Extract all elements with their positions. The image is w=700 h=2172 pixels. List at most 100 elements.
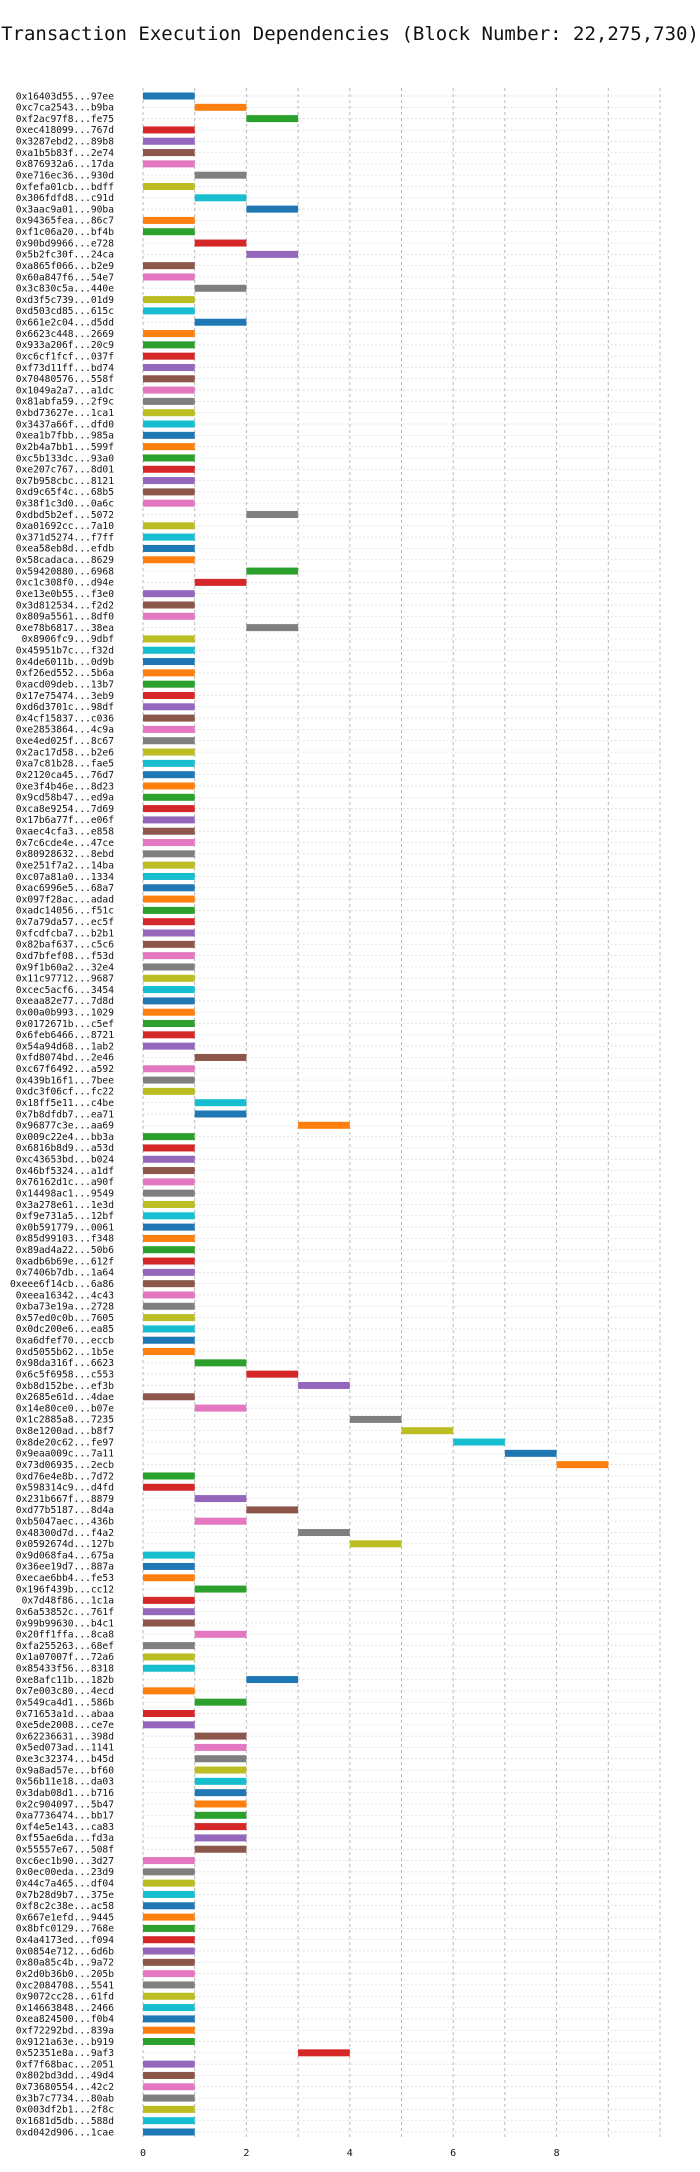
- transaction-label: 0x60a847f6...54e7: [16, 272, 114, 283]
- transaction-label: 0x196f439b...cc12: [16, 1584, 114, 1595]
- execution-bar: [143, 1178, 195, 1186]
- execution-bar: [298, 1121, 350, 1129]
- execution-bar: [143, 646, 195, 654]
- execution-bar: [143, 918, 195, 926]
- transaction-label: 0xdbd5b2ef...5072: [16, 510, 114, 521]
- execution-bar: [143, 1246, 195, 1254]
- transaction-label: 0x598314c9...d4fd: [16, 1483, 114, 1494]
- x-tick-label: 0: [140, 2148, 146, 2159]
- transaction-label: 0x1c2885a8...7235: [16, 1415, 114, 1426]
- transaction-label: 0x371d5274...f7ff: [16, 532, 114, 543]
- execution-bar: [143, 522, 195, 530]
- transaction-label: 0xc7ca2543...b9ba: [16, 103, 114, 114]
- execution-bar: [298, 2049, 350, 2057]
- execution-bar: [143, 1913, 195, 1921]
- execution-bar: [246, 115, 299, 123]
- execution-bar: [143, 1472, 195, 1480]
- transaction-label: 0x85d99103...f348: [16, 1234, 114, 1245]
- transaction-label: 0xe2853864...4c9a: [16, 725, 114, 736]
- transaction-label: 0x097f28ac...adad: [16, 894, 114, 905]
- execution-bar: [143, 793, 195, 801]
- execution-bar: [143, 782, 195, 790]
- transaction-label: 0xf72292bd...839a: [16, 2026, 114, 2037]
- transaction-label: 0xeea16342...4c43: [16, 1290, 114, 1301]
- transaction-label: 0xc43653bd...b024: [16, 1155, 114, 1166]
- execution-bar: [246, 1676, 299, 1684]
- execution-bar: [143, 1280, 195, 1288]
- transaction-label: 0x71653a1d...abaa: [16, 1709, 114, 1720]
- transaction-label: 0x56b11e18...da03: [16, 1777, 114, 1788]
- transaction-label: 0xf55ae6da...fd3a: [16, 1833, 114, 1844]
- execution-bar: [143, 1958, 195, 1966]
- execution-bar: [143, 544, 195, 552]
- transaction-label: 0x0172671b...c5ef: [16, 1019, 114, 1030]
- transaction-label: 0x439b16f1...7bee: [16, 1075, 114, 1086]
- execution-bar: [143, 273, 195, 281]
- execution-bar: [143, 1212, 195, 1220]
- execution-bar: [194, 1495, 247, 1503]
- execution-bar: [143, 1020, 195, 1028]
- transaction-label: 0x9f1b60a2...32e4: [16, 962, 114, 973]
- transaction-label: 0x45951b7c...f32d: [16, 646, 114, 657]
- transaction-label: 0x89ad4a22...50b6: [16, 1245, 114, 1256]
- transaction-label: 0xfd8074bd...2e46: [16, 1053, 114, 1064]
- execution-bar: [143, 1619, 195, 1627]
- transaction-label: 0x1049a2a7...a1dc: [16, 385, 114, 396]
- execution-bar: [143, 556, 195, 564]
- execution-bar: [143, 1924, 195, 1932]
- transaction-label: 0x85433f56...8318: [16, 1664, 114, 1675]
- transaction-label: 0x16403d55...97ee: [16, 91, 114, 102]
- execution-bar: [143, 963, 195, 971]
- execution-bar: [194, 1845, 247, 1853]
- execution-bar: [143, 590, 195, 598]
- transaction-label: 0x6a53852c...761f: [16, 1607, 114, 1618]
- execution-bar: [143, 1596, 195, 1604]
- transaction-label: 0xc6cf1fcf...037f: [16, 351, 114, 362]
- transaction-label: 0xecae6bb4...fe53: [16, 1573, 114, 1584]
- transaction-label: 0xc6ec1b90...3d27: [16, 1856, 114, 1867]
- execution-bar: [143, 1065, 195, 1073]
- execution-bar: [143, 759, 195, 767]
- execution-bar: [143, 1890, 195, 1898]
- execution-bar: [143, 1664, 195, 1672]
- transaction-label: 0xac6996e5...68a7: [16, 883, 114, 894]
- transaction-label: 0x2d0b36b0...205b: [16, 1969, 114, 1980]
- execution-bar: [143, 974, 195, 982]
- transaction-label: 0x802bd3dd...49d4: [16, 2071, 114, 2082]
- execution-bar: [143, 1970, 195, 1978]
- transaction-label: 0x44c7a465...df04: [16, 1878, 114, 1889]
- transaction-label: 0x667e1efd...9445: [16, 1912, 114, 1923]
- transaction-label: 0x0ec00eda...23d9: [16, 1867, 114, 1878]
- execution-bar: [143, 1868, 195, 1876]
- execution-bar: [143, 1042, 195, 1050]
- transaction-label: 0xc67f6492...a592: [16, 1064, 114, 1075]
- execution-bar: [143, 533, 195, 541]
- transaction-label: 0x0dc200e6...ea85: [16, 1324, 114, 1335]
- execution-bar: [143, 296, 195, 304]
- execution-bar: [143, 2038, 195, 2046]
- execution-bar: [143, 2015, 195, 2023]
- execution-bar: [143, 1642, 195, 1650]
- execution-bar: [349, 1540, 402, 1548]
- x-tick-label: 6: [450, 2148, 456, 2159]
- transaction-label: 0x3b7c7734...80ab: [16, 2093, 114, 2104]
- transaction-label: 0xc5b133dc...93a0: [16, 453, 114, 464]
- transaction-label: 0x18ff5e11...c4be: [16, 1098, 114, 1109]
- execution-bar: [298, 1529, 350, 1537]
- execution-bar: [143, 612, 195, 620]
- transaction-label: 0x009c22e4...bb3a: [16, 1132, 114, 1143]
- transaction-label: 0x809a5561...8df0: [16, 612, 114, 623]
- execution-bar: [143, 1336, 195, 1344]
- execution-bar: [143, 341, 195, 349]
- transaction-label: 0xeaa82e77...7d8d: [16, 996, 114, 1007]
- transaction-label: 0x8e1200ad...b8f7: [16, 1426, 114, 1437]
- transaction-label: 0xba73e19a...2728: [16, 1302, 114, 1313]
- execution-bar: [143, 397, 195, 405]
- execution-bar: [143, 816, 195, 824]
- execution-bar: [194, 1823, 247, 1831]
- transaction-label: 0x58cadaca...8629: [16, 555, 114, 566]
- transaction-label: 0x3d812534...f2d2: [16, 600, 114, 611]
- transaction-label: 0x80928632...8ebd: [16, 849, 114, 860]
- transaction-label: 0xa865f066...b2e9: [16, 261, 114, 272]
- execution-bar: [143, 1709, 195, 1717]
